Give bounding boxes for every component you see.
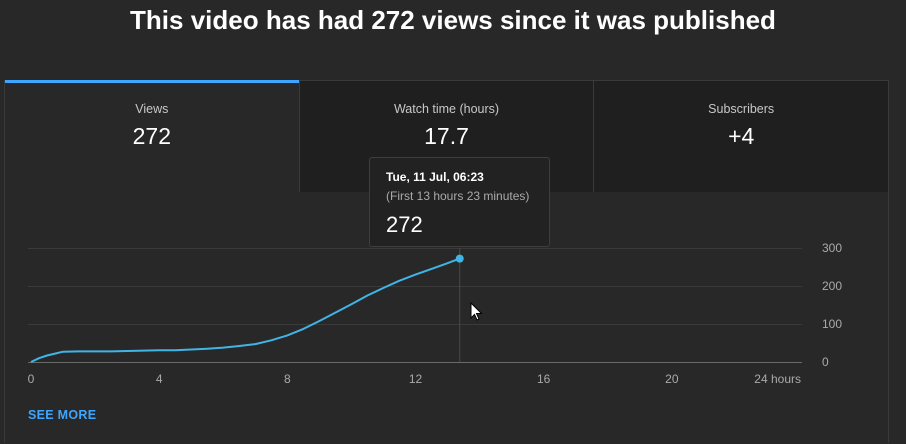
page-headline: This video has had 272 views since it wa…	[130, 5, 776, 35]
tab-views-value: 272	[132, 123, 172, 149]
mouse-cursor-icon	[470, 302, 483, 321]
tooltip-value: 272	[386, 212, 423, 237]
analytics-card: Views 272 Watch time (hours) 17.7 Subscr…	[4, 80, 889, 444]
tab-views-label: Views	[135, 102, 169, 116]
tab-subscribers-value: +4	[728, 123, 755, 149]
chart-tooltip: Tue, 11 Jul, 06:23 (First 13 hours 23 mi…	[369, 157, 550, 247]
tab-subscribers[interactable]: Subscribers +4	[594, 81, 889, 192]
tooltip-date: Tue, 11 Jul, 06:23	[386, 170, 484, 184]
tab-views[interactable]: Views 272	[5, 80, 300, 192]
tab-watch-time-value: 17.7	[424, 123, 469, 149]
tab-subscribers-label: Subscribers	[708, 102, 775, 116]
tab-watch-time-label: Watch time (hours)	[393, 102, 500, 116]
see-more-link[interactable]: SEE MORE	[28, 408, 97, 422]
active-tab-indicator	[5, 80, 299, 83]
tooltip-subtitle: (First 13 hours 23 minutes)	[386, 189, 530, 203]
